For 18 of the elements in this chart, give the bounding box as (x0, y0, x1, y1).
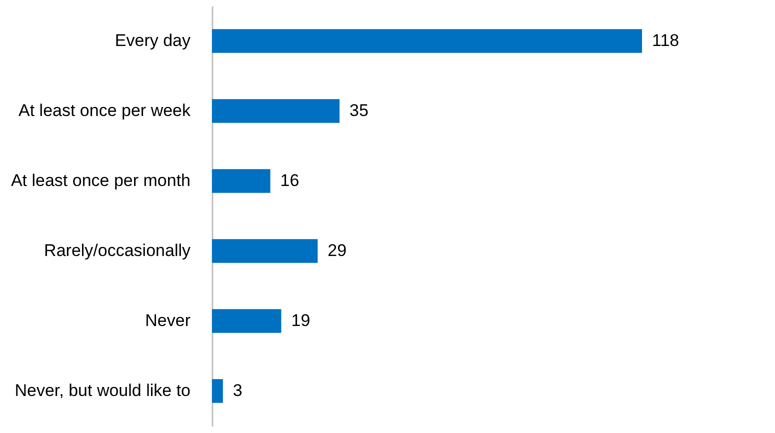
data-label: 118 (652, 31, 680, 50)
data-label: 3 (232, 381, 242, 400)
bar (212, 169, 270, 193)
data-label: 29 (328, 241, 347, 260)
y-tick-label: At least once per week (18, 101, 191, 120)
bar (212, 29, 642, 53)
bar (212, 239, 318, 263)
data-label: 16 (280, 171, 300, 190)
y-tick-label: Every day (114, 31, 191, 50)
data-label: 35 (350, 101, 368, 120)
y-tick-label: Never, but would like to (14, 381, 190, 400)
data-label: 19 (291, 311, 310, 330)
y-tick-label: At least once per month (10, 171, 190, 190)
bar (212, 309, 282, 333)
y-tick-label: Never (145, 311, 191, 330)
y-tick-label: Rarely/occasionally (44, 241, 191, 260)
bar (212, 99, 340, 123)
bar (212, 379, 223, 403)
